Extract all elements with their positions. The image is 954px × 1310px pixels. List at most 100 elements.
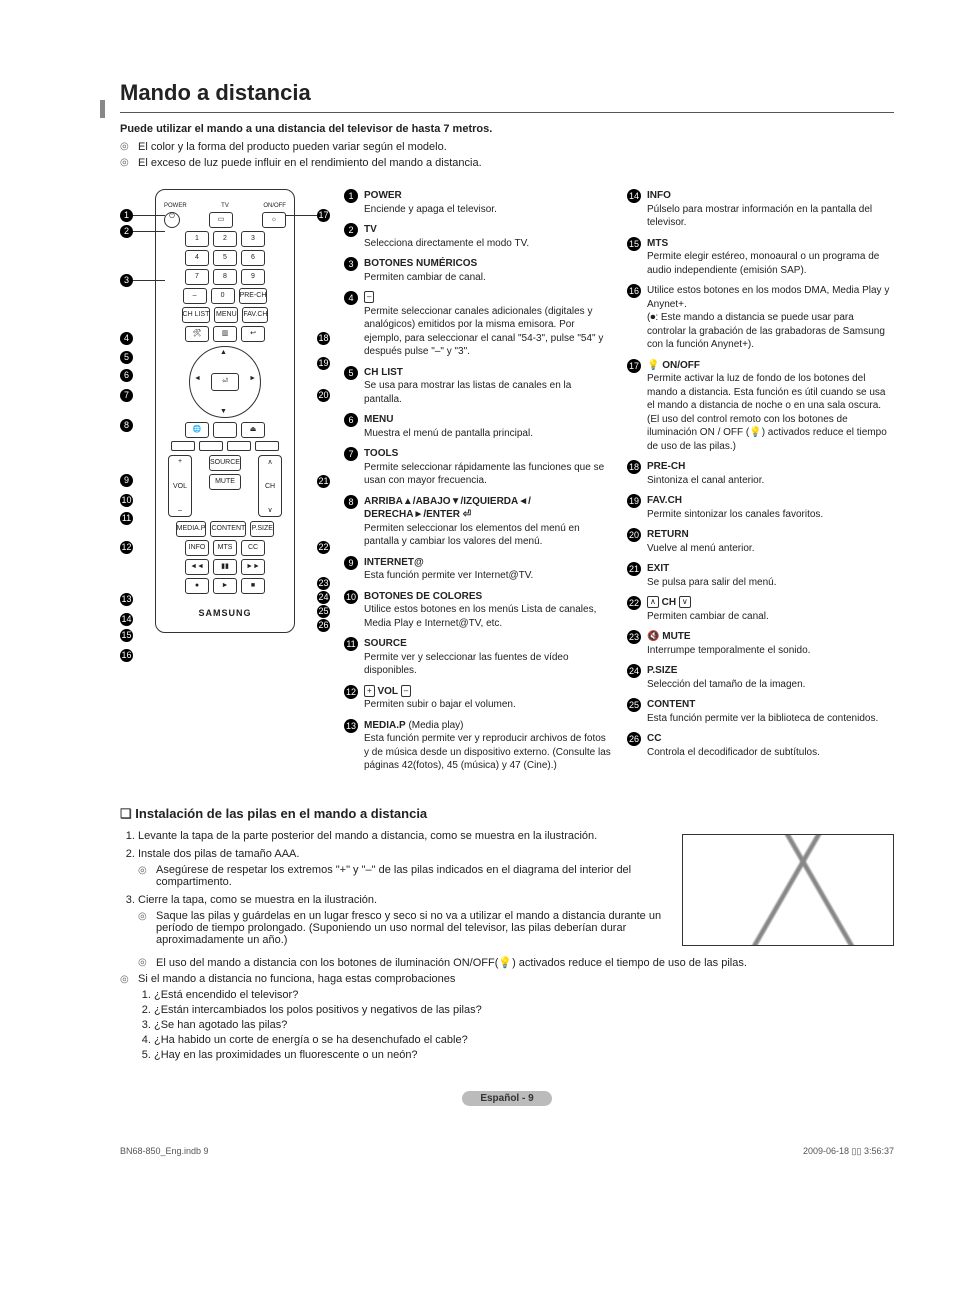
content-button: CONTENT — [210, 521, 246, 537]
leader-line — [133, 215, 165, 216]
note-2: El exceso de luz puede influir en el ren… — [120, 157, 894, 169]
remote-diagram: 1 2 3 4 5 6 7 8 9 10 11 12 13 14 15 16 1… — [120, 189, 330, 780]
tv-button: ▭ — [209, 212, 233, 228]
note-1: El color y la forma del producto pueden … — [120, 141, 894, 153]
num-7: 7 — [185, 269, 209, 285]
callout-1: 1 — [120, 209, 133, 222]
cc-button: CC — [241, 540, 265, 556]
desc-item-20: 20RETURNVuelve al menú anterior. — [627, 528, 894, 555]
source-button: SOURCE — [209, 455, 241, 471]
callout-8: 8 — [120, 419, 133, 432]
desc-num: 5 — [344, 366, 358, 380]
red-btn — [171, 441, 195, 451]
callout-2: 2 — [120, 225, 133, 238]
desc-body: CCControla el decodificador de subtítulo… — [647, 732, 894, 759]
num-2: 2 — [213, 231, 237, 247]
num-6: 6 — [241, 250, 265, 266]
desc-body: FAV.CHPermite sintonizar los canales fav… — [647, 494, 894, 521]
desc-num: 13 — [344, 719, 358, 733]
trouble-1: ¿Está encendido el televisor? — [154, 989, 894, 1001]
install-full-sub: El uso del mando a distancia con los bot… — [138, 956, 894, 969]
num-3: 3 — [241, 231, 265, 247]
mts-button: MTS — [213, 540, 237, 556]
desc-num: 4 — [344, 291, 358, 305]
desc-column-left: 1POWEREnciende y apaga el televisor.2TVS… — [344, 189, 611, 780]
desc-num: 8 — [344, 495, 358, 509]
desc-item-7: 7TOOLSPermite seleccionar rápidamente la… — [344, 447, 611, 488]
desc-body: BOTONES DE COLORESUtilice estos botones … — [364, 590, 611, 631]
desc-body: TVSelecciona directamente el modo TV. — [364, 223, 611, 250]
desc-num: 25 — [627, 698, 641, 712]
leader-line — [133, 280, 165, 281]
callout-14: 14 — [120, 613, 133, 626]
info-button: INFO — [185, 540, 209, 556]
callout-11: 11 — [120, 512, 133, 525]
desc-body: MTSPermite elegir estéreo, monoaural o u… — [647, 237, 894, 278]
play-button: ► — [213, 578, 237, 594]
desc-body: MEDIA.P (Media play)Esta función permite… — [364, 719, 611, 773]
desc-num: 22 — [627, 596, 641, 610]
trouble-2: ¿Están intercambiados los polos positivo… — [154, 1004, 894, 1016]
desc-body: POWEREnciende y apaga el televisor. — [364, 189, 611, 216]
callout-17: 17 — [317, 209, 330, 222]
leader-line — [133, 231, 165, 232]
trouble-5: ¿Hay en las proximidades un fluorescente… — [154, 1049, 894, 1061]
desc-item-24: 24P.SIZESelección del tamaño de la image… — [627, 664, 894, 691]
desc-body: Utilice estos botones en los modos DMA, … — [647, 284, 894, 352]
callout-13: 13 — [120, 593, 133, 606]
desc-item-21: 21EXITSe pulsa para salir del menú. — [627, 562, 894, 589]
trouble-intro: Si el mando a distancia no funciona, hag… — [120, 973, 894, 985]
desc-item-23: 23🔇 MUTEInterrumpe temporalmente el soni… — [627, 630, 894, 657]
desc-body: INTERNET@Esta función permite ver Intern… — [364, 556, 611, 583]
blue-btn — [255, 441, 279, 451]
desc-item-18: 18PRE-CHSintoniza el canal anterior. — [627, 460, 894, 487]
desc-column-right: 14 INFOPúlselo para mostrar información e… — [627, 189, 894, 780]
desc-item-22: 22∧ CH ∨Permiten cambiar de canal. — [627, 596, 894, 623]
install-step-1: Levante la tapa de la parte posterior de… — [138, 830, 664, 842]
leader-line — [285, 215, 317, 216]
green-btn — [199, 441, 223, 451]
desc-body: INFOPúlselo para mostrar información en … — [647, 189, 894, 230]
callout-15: 15 — [120, 629, 133, 642]
desc-item-11: 11SOURCEPermite ver y seleccionar las fu… — [344, 637, 611, 678]
label-tv: TV — [221, 203, 229, 209]
num-5: 5 — [213, 250, 237, 266]
desc-num: 14 — [627, 189, 641, 203]
callout-24: 24 — [317, 591, 330, 604]
num-8: 8 — [213, 269, 237, 285]
desc-item-4: 4–Permite seleccionar canales adicionale… — [344, 291, 611, 359]
chlist-button: CH LIST — [182, 307, 211, 323]
desc-body: TOOLSPermite seleccionar rápidamente las… — [364, 447, 611, 488]
psize-button: P.SIZE — [250, 521, 274, 537]
num-4: 4 — [185, 250, 209, 266]
callout-16: 16 — [120, 649, 133, 662]
return-button: ↩ — [241, 326, 265, 342]
stop-button: ■ — [241, 578, 265, 594]
mediap-button: MEDIA.P — [176, 521, 207, 537]
pause-button: ▮▮ — [213, 559, 237, 575]
desc-item-9: 9 INTERNET@Esta función permite ver Inter… — [344, 556, 611, 583]
prech-button: PRE-CH — [239, 288, 268, 304]
callout-3: 3 — [120, 274, 133, 287]
page-title: Mando a distancia — [120, 80, 894, 113]
desc-body: P.SIZESelección del tamaño de la imagen. — [647, 664, 894, 691]
desc-body: SOURCEPermite ver y seleccionar las fuen… — [364, 637, 611, 678]
tools-button: 🛠 — [185, 326, 209, 342]
callout-6: 6 — [120, 369, 133, 382]
callout-26: 26 — [317, 619, 330, 632]
desc-num: 20 — [627, 528, 641, 542]
label-power: POWER — [164, 203, 187, 209]
callout-10: 10 — [120, 494, 133, 507]
desc-item-26: 26CCControla el decodificador de subtítu… — [627, 732, 894, 759]
dpad: ▲ ▼ ◄ ► ⏎ — [189, 346, 261, 418]
install-step-2: Instale dos pilas de tamaño AAA. Asegúre… — [138, 848, 664, 888]
section-marker — [100, 100, 105, 118]
internet-button: 🌐 — [185, 422, 209, 438]
desc-item-6: 6MENUMuestra el menú de pantalla princip… — [344, 413, 611, 440]
num-9: 9 — [241, 269, 265, 285]
desc-item-15: 15MTSPermite elegir estéreo, monoaural o… — [627, 237, 894, 278]
desc-num: 19 — [627, 494, 641, 508]
desc-item-1: 1POWEREnciende y apaga el televisor. — [344, 189, 611, 216]
callout-22: 22 — [317, 541, 330, 554]
desc-num: 9 — [344, 556, 358, 570]
